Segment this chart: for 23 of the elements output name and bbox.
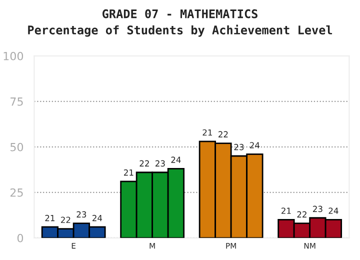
text: 21 bbox=[282, 208, 291, 214]
text: 24 bbox=[171, 156, 181, 163]
text: 24 bbox=[250, 142, 260, 148]
y-tick-label: 100 bbox=[4, 52, 24, 60]
text: 22 bbox=[61, 216, 70, 223]
text: 21 bbox=[124, 169, 134, 176]
series-label: 23 bbox=[76, 211, 86, 218]
text: 24 bbox=[328, 208, 338, 214]
text: 23 bbox=[313, 206, 322, 212]
text: 22 bbox=[297, 211, 306, 218]
series-label: 22 bbox=[218, 131, 228, 138]
text: 23 bbox=[156, 160, 165, 167]
text: 22 bbox=[140, 160, 149, 166]
text: 21 bbox=[202, 129, 212, 136]
y-tick-label: 50 bbox=[10, 142, 24, 152]
series-label: 24 bbox=[92, 214, 102, 222]
chart-title: GRADE 07 - MATHEMATICS bbox=[102, 9, 258, 18]
text: 23 bbox=[234, 144, 244, 150]
series-label: 21 bbox=[45, 214, 54, 222]
chart-subtitle: Percentage of Students by Achievement Level bbox=[28, 24, 332, 37]
y-tick-label: 75 bbox=[10, 98, 23, 106]
y-tick-label: 0 bbox=[17, 234, 24, 242]
y-tick-label: 25 bbox=[10, 188, 23, 197]
